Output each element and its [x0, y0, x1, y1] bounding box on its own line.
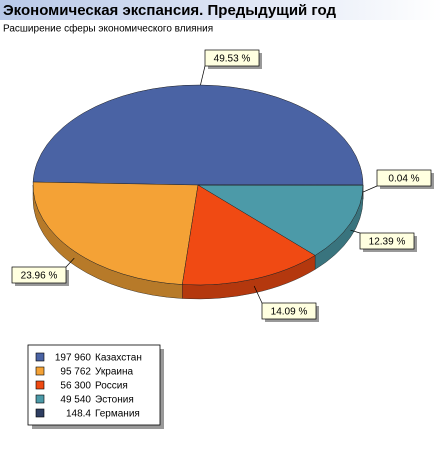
legend-swatch	[35, 380, 45, 390]
leader-line	[362, 185, 378, 193]
legend-label: Россия	[95, 381, 128, 392]
value-label: 0.04 %	[388, 174, 419, 185]
label-box	[261, 302, 317, 320]
legend-label: Казахстан	[95, 353, 142, 364]
legend-swatch	[35, 408, 45, 418]
legend-label: Германия	[95, 409, 140, 420]
leader-line	[253, 285, 263, 304]
value-label: 14.09 %	[271, 307, 308, 318]
legend-value: 197 960	[55, 353, 92, 364]
value-label: 12.39 %	[369, 237, 406, 248]
value-label: 23.96 %	[21, 271, 58, 282]
legend-value: 56 300	[60, 381, 91, 392]
leader-line	[350, 229, 361, 234]
slice	[182, 184, 316, 286]
legend-swatch	[35, 394, 45, 404]
leader-line	[65, 257, 75, 268]
label-box	[359, 232, 415, 250]
label-box	[376, 169, 432, 187]
leader-line	[200, 65, 206, 86]
title-bar	[0, 0, 443, 20]
value-label: 49.53 %	[214, 54, 251, 65]
slice	[32, 84, 364, 186]
label-box	[11, 266, 67, 284]
slice	[197, 184, 364, 256]
legend-value: 148.4	[66, 409, 91, 420]
legend-swatch	[35, 352, 45, 362]
label-box	[204, 49, 260, 67]
legend-value: 95 762	[60, 367, 91, 378]
chart-title: Экономическая экспансия. Предыдущий год	[3, 2, 336, 19]
legend-value: 49 540	[60, 395, 91, 406]
legend-label: Украина	[95, 367, 134, 378]
legend	[27, 344, 161, 426]
chart-subtitle: Расширение сферы экономического влияния	[3, 23, 213, 35]
legend-swatch	[35, 366, 45, 376]
legend-label: Эстония	[95, 395, 134, 406]
slice	[32, 181, 199, 285]
